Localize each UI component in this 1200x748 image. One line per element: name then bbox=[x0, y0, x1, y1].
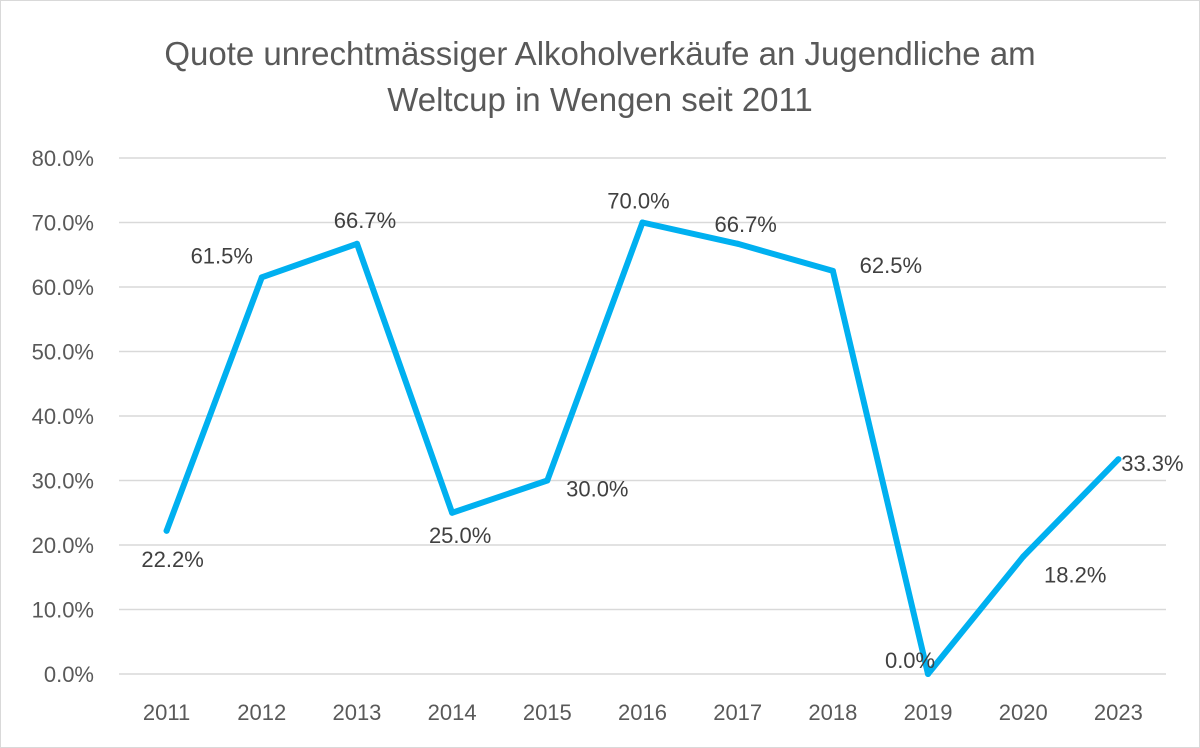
x-tick-label: 2017 bbox=[713, 700, 762, 725]
y-tick-label: 10.0% bbox=[32, 598, 94, 623]
data-point bbox=[449, 509, 456, 516]
y-tick-label: 80.0% bbox=[32, 146, 94, 171]
chart-title-line-2: Weltcup in Wengen seit 2011 bbox=[387, 81, 813, 118]
data-point bbox=[925, 671, 932, 677]
x-tick-label: 2014 bbox=[428, 700, 477, 725]
data-label: 18.2% bbox=[1044, 563, 1106, 588]
x-tick-label: 2011 bbox=[143, 700, 190, 725]
data-point bbox=[639, 219, 646, 226]
chart-title-line-1: Quote unrechtmässiger Alkoholverkäufe an… bbox=[164, 35, 1036, 72]
x-tick-label: 2016 bbox=[618, 700, 667, 725]
data-point bbox=[829, 267, 836, 274]
x-tick-label: 2012 bbox=[237, 700, 286, 725]
x-tick-label: 2013 bbox=[332, 700, 381, 725]
data-label: 62.5% bbox=[860, 253, 922, 278]
data-label: 25.0% bbox=[429, 523, 491, 548]
y-tick-label: 30.0% bbox=[32, 469, 94, 494]
data-point bbox=[734, 240, 741, 247]
data-label: 22.2% bbox=[141, 547, 203, 572]
data-point bbox=[544, 477, 551, 484]
chart-title: Quote unrechtmässiger Alkoholverkäufe an… bbox=[1, 31, 1199, 123]
y-tick-label: 50.0% bbox=[32, 340, 94, 365]
data-point bbox=[1115, 456, 1122, 463]
data-label: 61.5% bbox=[191, 243, 253, 268]
y-tick-label: 40.0% bbox=[32, 404, 94, 429]
x-tick-label: 2018 bbox=[808, 700, 857, 725]
series-line bbox=[163, 219, 1122, 677]
x-tick-label: 2023 bbox=[1094, 700, 1143, 725]
y-tick-label: 20.0% bbox=[32, 533, 94, 558]
data-label: 0.0% bbox=[885, 648, 935, 673]
data-label: 30.0% bbox=[566, 477, 628, 502]
data-point bbox=[1020, 553, 1027, 560]
data-label: 70.0% bbox=[607, 189, 669, 214]
y-tick-label: 70.0% bbox=[32, 211, 94, 236]
data-label: 33.3% bbox=[1121, 451, 1183, 476]
data-label: 66.7% bbox=[334, 208, 396, 233]
y-tick-label: 60.0% bbox=[32, 275, 94, 300]
data-point bbox=[258, 274, 265, 281]
data-label: 66.7% bbox=[714, 212, 776, 237]
y-tick-label: 0.0% bbox=[44, 662, 94, 687]
x-tick-label: 2015 bbox=[523, 700, 572, 725]
data-point bbox=[163, 527, 170, 534]
x-tick-label: 2020 bbox=[999, 700, 1048, 725]
x-tick-label: 2019 bbox=[904, 700, 953, 725]
data-point bbox=[353, 240, 360, 247]
